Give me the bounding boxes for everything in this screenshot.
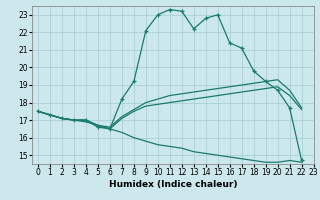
X-axis label: Humidex (Indice chaleur): Humidex (Indice chaleur) bbox=[108, 180, 237, 189]
